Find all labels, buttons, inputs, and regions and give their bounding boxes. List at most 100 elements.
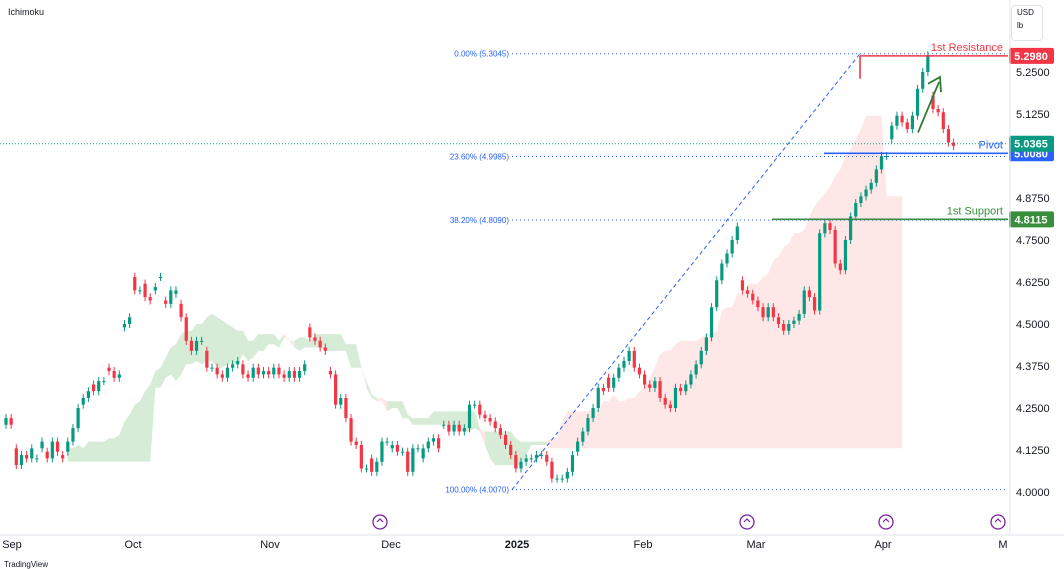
candle-body [61, 455, 65, 459]
candle-body [761, 307, 765, 318]
candle-body [931, 95, 935, 109]
candle-body [416, 448, 420, 450]
candle-body [704, 337, 708, 351]
candle-body [823, 223, 827, 234]
candle-body [596, 387, 600, 408]
candle-body [751, 293, 755, 301]
fib-level-label: 0.00% (5.3045) [454, 50, 509, 59]
candle-body [725, 253, 729, 264]
candle-body [128, 317, 132, 324]
candle-body [679, 387, 683, 392]
candle-body [86, 391, 90, 398]
candle-body [297, 371, 302, 378]
candle-body [509, 444, 513, 456]
unit-selector[interactable]: USD lb [1011, 5, 1043, 41]
candle-body [400, 451, 405, 453]
candle-body [437, 438, 441, 449]
candle-body [524, 458, 528, 462]
candle-body [879, 156, 884, 170]
candle-body [514, 455, 518, 469]
candle-body [318, 340, 322, 348]
tradingview-logo: TradingView [4, 560, 49, 569]
candle-body [349, 418, 353, 442]
candle-body [946, 129, 951, 143]
projection-arrow-icon [917, 81, 940, 133]
candle-body [627, 350, 631, 361]
candle-body [503, 434, 508, 445]
candle-body [380, 441, 384, 462]
y-axis-tick-label: 4.0000 [1016, 487, 1050, 499]
candle-body [364, 468, 369, 470]
candle-body [766, 307, 770, 318]
candle-body [66, 441, 70, 452]
candle-body [576, 441, 580, 452]
candle-body [874, 169, 878, 183]
candle-body [694, 364, 698, 375]
candle-body [586, 418, 590, 432]
candle-body [802, 290, 806, 314]
candle-body [117, 374, 121, 378]
candle-body [328, 371, 333, 375]
candle-body [493, 421, 497, 429]
candle-body [534, 455, 539, 459]
candle-body [210, 367, 214, 369]
y-axis-tick-label: 4.7500 [1016, 235, 1050, 247]
candle-body [25, 455, 29, 459]
candle-body [699, 350, 703, 365]
candle-body [673, 387, 678, 408]
x-axis-tick-label: Nov [260, 539, 280, 551]
y-axis-tick-label: 4.5000 [1016, 319, 1050, 331]
x-axis-tick-label: Mar [747, 539, 766, 551]
candle-body [174, 290, 178, 294]
candle-body [617, 367, 621, 378]
candle-body [256, 367, 260, 375]
event-marker-icon [878, 514, 894, 530]
candle-body [529, 458, 533, 460]
candle-body [689, 374, 693, 385]
candle-body [200, 340, 204, 342]
candle-body [334, 374, 338, 405]
candle-body [797, 313, 801, 321]
candle-body [601, 387, 605, 392]
candle-body [709, 307, 714, 338]
candle-body [828, 223, 832, 230]
candle-body [35, 458, 39, 460]
candle-body [241, 364, 245, 375]
y-axis-tick-label: 5.2500 [1016, 67, 1050, 79]
candle-body [292, 371, 296, 378]
candle-body [9, 418, 13, 425]
candle-body [91, 384, 96, 392]
candle-body [565, 471, 569, 479]
candle-body [555, 478, 559, 480]
level-name-label: 1st Support [947, 205, 1003, 217]
candle-body [833, 229, 837, 264]
x-axis-tick-label: Apr [874, 539, 891, 551]
candle-body [859, 196, 863, 204]
event-marker-icon [990, 514, 1006, 530]
candle-body [570, 455, 575, 472]
cloud-bearish [376, 397, 388, 412]
candle-body [189, 340, 193, 351]
cloud-bearish [546, 115, 903, 449]
candle-body [519, 461, 523, 469]
candle-body [272, 367, 276, 375]
candle-body [431, 438, 436, 442]
candle-body [323, 347, 327, 351]
candle-body [313, 337, 317, 341]
candle-body [658, 381, 662, 398]
candle-body [910, 115, 914, 130]
candle-body [169, 290, 173, 304]
cloud-bullish [366, 381, 377, 402]
unit-label: lb [1017, 21, 1024, 30]
candle-body [756, 300, 760, 308]
candle-body [478, 404, 482, 415]
candle-body [606, 377, 611, 388]
candle-body [112, 371, 116, 378]
candle-body [560, 478, 564, 480]
candle-body [952, 142, 956, 146]
candle-body [354, 441, 358, 445]
candle-body [308, 327, 312, 338]
candle-body [421, 448, 425, 459]
